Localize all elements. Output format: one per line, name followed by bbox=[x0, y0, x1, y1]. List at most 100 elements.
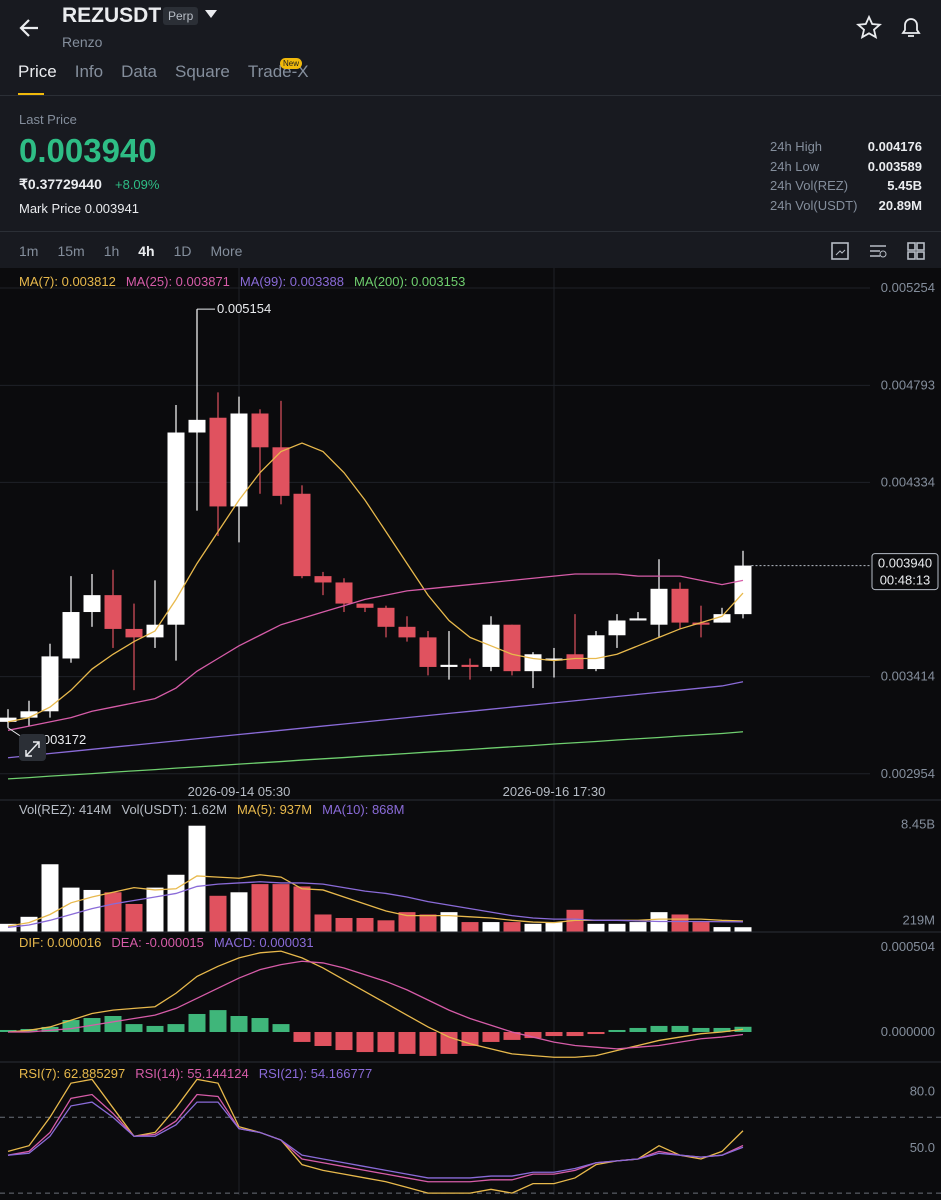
volume-bar bbox=[146, 887, 164, 932]
macd-bar bbox=[524, 1032, 542, 1039]
candle-body bbox=[83, 595, 101, 613]
candle-body bbox=[251, 413, 269, 448]
legend-entry: RSI(14): 55.144124 bbox=[135, 1066, 248, 1081]
legend-entry: Vol(REZ): 414M bbox=[19, 802, 111, 817]
symbol[interactable]: REZUSDT bbox=[62, 4, 162, 27]
volume-bar bbox=[62, 887, 80, 932]
tool-icon[interactable] bbox=[868, 241, 888, 261]
interval[interactable]: 1D bbox=[173, 243, 192, 259]
volume-bar bbox=[41, 864, 59, 932]
legend-entry: MA(25): 0.003871 bbox=[126, 274, 230, 289]
volume-bar bbox=[419, 914, 437, 932]
volume-bar bbox=[608, 923, 626, 932]
macd-bar bbox=[209, 1010, 227, 1033]
volume-bar bbox=[188, 825, 206, 932]
macd-bar bbox=[146, 1025, 164, 1033]
macd-bar bbox=[608, 1029, 626, 1033]
y-tick-label: 219M bbox=[902, 912, 935, 927]
candle-body bbox=[104, 595, 122, 629]
stats: 24h High 0.004176 24h Low 0.003589 24h Vol(R… bbox=[770, 139, 922, 217]
tab[interactable]: Square bbox=[175, 62, 230, 81]
macd-bar bbox=[62, 1020, 80, 1033]
expand-button[interactable] bbox=[19, 734, 46, 761]
candle-body bbox=[503, 624, 521, 672]
expand-icon bbox=[25, 741, 40, 757]
legend: RSI(7): 62.885297 RSI(14): 55.144124 RSI(2… bbox=[19, 1066, 372, 1081]
tab[interactable]: Info bbox=[74, 62, 104, 81]
legend: MA(7): 0.003812 MA(25): 0.003871 MA(99): 0… bbox=[19, 274, 465, 289]
stat-row: 24h Low 0.003589 bbox=[770, 159, 922, 179]
tab[interactable]: Data bbox=[121, 62, 158, 81]
volume-bar bbox=[440, 912, 458, 932]
macd-bar bbox=[314, 1032, 332, 1046]
candle-body bbox=[545, 658, 563, 661]
macd-bar bbox=[188, 1013, 206, 1033]
mark-price: Mark Price 0.003941 bbox=[19, 201, 139, 216]
price-tag-value: 0.003940 bbox=[878, 556, 932, 571]
candle-body bbox=[125, 628, 143, 638]
y-tick-label: 0.005254 bbox=[881, 280, 935, 295]
indicator-line bbox=[7, 681, 744, 759]
interval[interactable]: 1h bbox=[103, 243, 120, 259]
badge: Perp bbox=[163, 7, 199, 25]
macd-bar bbox=[398, 1032, 416, 1054]
candle-body bbox=[167, 432, 185, 625]
stat-label: 24h Vol(REZ) bbox=[770, 178, 849, 193]
legend-entry: DEA: -0.000015 bbox=[111, 935, 204, 950]
candle-body bbox=[629, 618, 647, 621]
macd-bar bbox=[167, 1024, 185, 1033]
tool-icon[interactable] bbox=[906, 241, 926, 261]
interval[interactable]: 15m bbox=[57, 243, 85, 259]
countdown: 00:48:13 bbox=[880, 573, 931, 588]
macd-bar bbox=[566, 1032, 584, 1037]
stat-row: 24h High 0.004176 bbox=[770, 139, 922, 159]
last-price-label[interactable]: Last Price bbox=[19, 112, 77, 127]
star-icon[interactable] bbox=[856, 15, 882, 41]
candle-body bbox=[62, 612, 80, 659]
dropdown-icon[interactable] bbox=[204, 9, 218, 19]
stat-value: 0.003589 bbox=[867, 158, 922, 174]
interval[interactable]: More bbox=[210, 243, 243, 259]
candle-body bbox=[461, 664, 479, 667]
legend-entry: DIF: 0.000016 bbox=[19, 935, 101, 950]
candle-body bbox=[0, 717, 17, 722]
candle-body bbox=[272, 447, 290, 496]
macd-bar bbox=[377, 1032, 395, 1053]
volume-bar bbox=[524, 923, 542, 932]
x-tick-label: 2026-09-14 05:30 bbox=[188, 784, 291, 799]
divider bbox=[0, 95, 941, 96]
macd-bar bbox=[125, 1024, 143, 1033]
candle-body bbox=[566, 654, 584, 670]
y-tick-label: 8.45B bbox=[901, 816, 935, 831]
macd-bar bbox=[230, 1015, 248, 1033]
volume-bar bbox=[503, 922, 521, 932]
candle-body bbox=[419, 637, 437, 667]
interval[interactable]: 4h bbox=[138, 243, 155, 259]
volume-bar bbox=[314, 914, 332, 932]
volume-bar bbox=[461, 922, 479, 932]
volume-bar bbox=[734, 927, 752, 932]
legend-entry: MA(5): 937M bbox=[237, 802, 312, 817]
volume-bar bbox=[587, 923, 605, 932]
tool-icon[interactable] bbox=[830, 241, 850, 261]
legend-entry: RSI(7): 62.885297 bbox=[19, 1066, 125, 1081]
candle-body bbox=[314, 576, 332, 583]
interval[interactable]: 1m bbox=[19, 243, 39, 259]
legend-entry: MA(99): 0.003388 bbox=[240, 274, 344, 289]
candle-body bbox=[734, 565, 752, 615]
tab[interactable]: Price bbox=[18, 62, 57, 81]
candle-body bbox=[293, 493, 311, 577]
legend: Vol(REZ): 414M Vol(USDT): 1.62M MA(5): 937… bbox=[19, 802, 404, 817]
fiat-price: ₹0.37729440 bbox=[19, 176, 102, 192]
indicator-line bbox=[7, 573, 744, 731]
bell-icon[interactable] bbox=[898, 14, 924, 40]
legend-entry: MA(10): 868M bbox=[322, 802, 404, 817]
volume-bar bbox=[83, 889, 101, 932]
coin-name: Renzo bbox=[62, 34, 103, 50]
volume-bar bbox=[356, 917, 374, 932]
tabs: Price Info Data Square Trade-X bbox=[18, 62, 309, 82]
stat-label: 24h Vol(USDT) bbox=[770, 197, 858, 213]
back-icon[interactable] bbox=[16, 14, 44, 42]
macd-bar bbox=[272, 1024, 290, 1033]
